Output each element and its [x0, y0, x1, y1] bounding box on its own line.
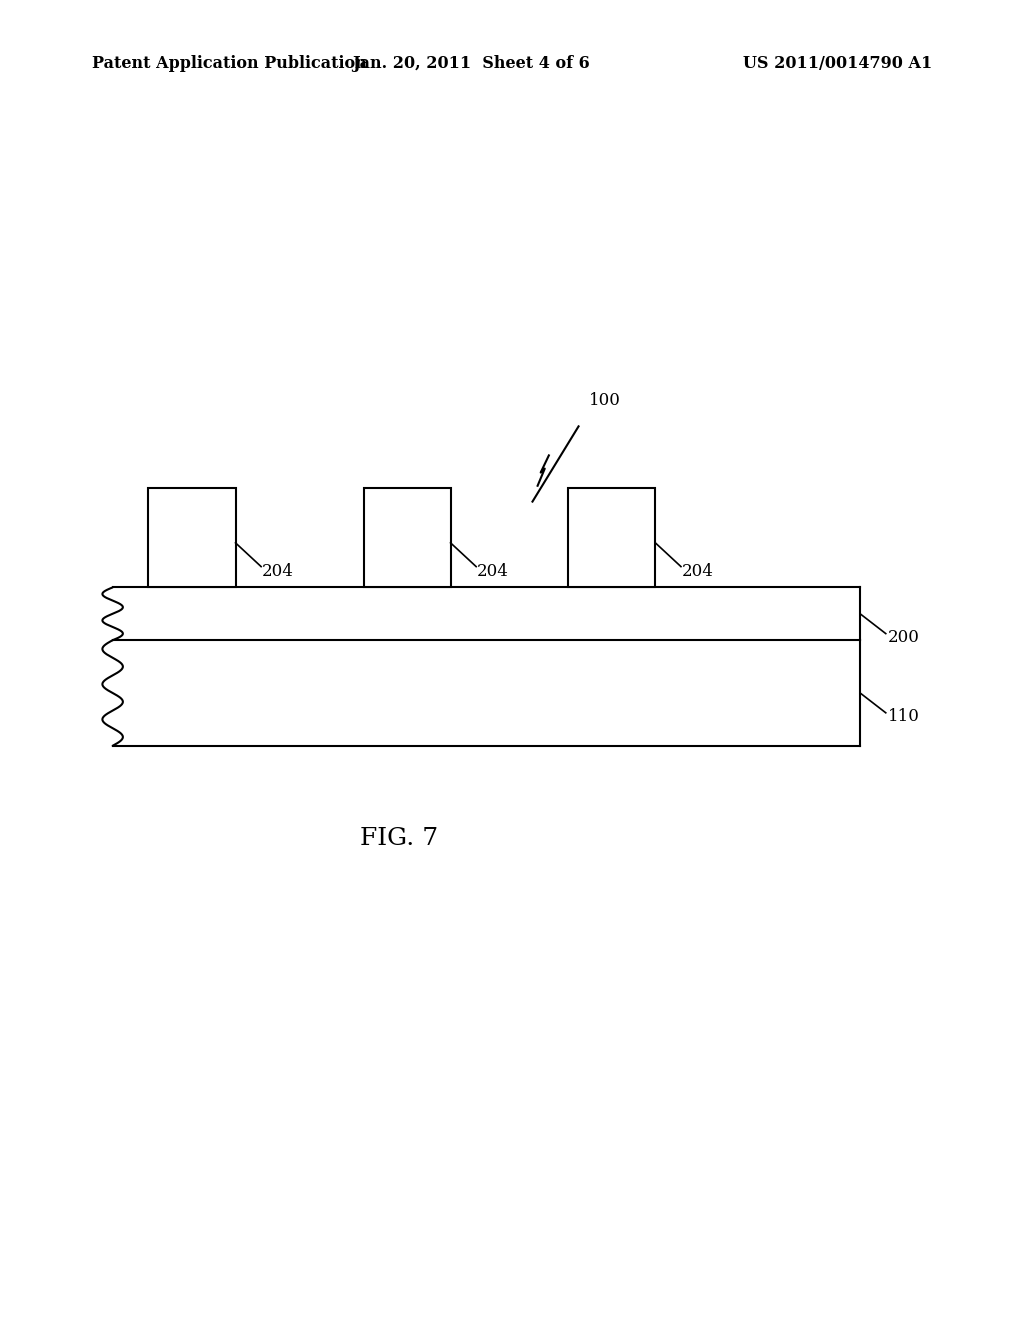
Text: 204: 204 — [682, 564, 714, 581]
Text: Patent Application Publication: Patent Application Publication — [92, 55, 367, 73]
Text: 110: 110 — [888, 709, 920, 725]
Text: FIG. 7: FIG. 7 — [360, 826, 438, 850]
Text: 100: 100 — [589, 392, 621, 409]
Bar — [148, 488, 236, 587]
Polygon shape — [102, 640, 860, 746]
Text: US 2011/0014790 A1: US 2011/0014790 A1 — [742, 55, 932, 73]
Text: 200: 200 — [888, 630, 920, 645]
Polygon shape — [102, 587, 860, 640]
Text: 204: 204 — [262, 564, 294, 581]
Bar — [568, 488, 655, 587]
Bar — [364, 488, 451, 587]
Text: 204: 204 — [477, 564, 509, 581]
Text: Jan. 20, 2011  Sheet 4 of 6: Jan. 20, 2011 Sheet 4 of 6 — [352, 55, 590, 73]
